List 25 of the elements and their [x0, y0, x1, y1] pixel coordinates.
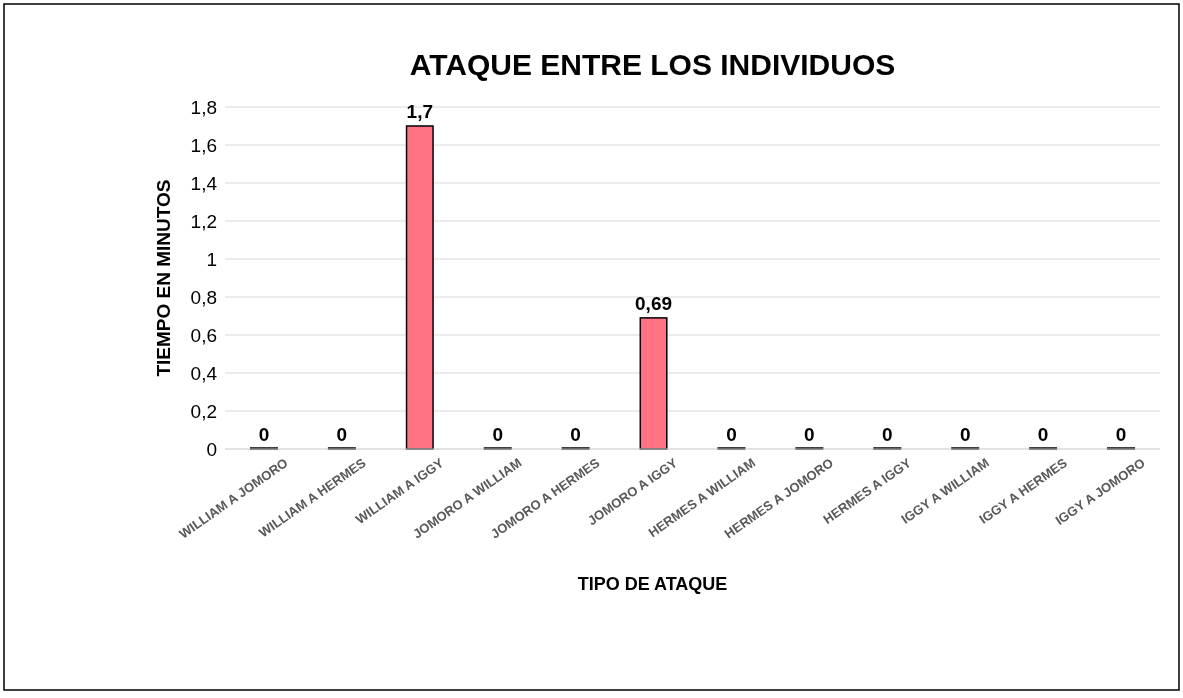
y-tick-label: 1,6: [190, 134, 217, 156]
x-axis-title: TIPO DE ATAQUE: [577, 574, 728, 594]
data-label: 0: [726, 424, 737, 445]
y-axis-title: TIEMPO EN MINUTOS: [153, 179, 174, 377]
data-label: 1,7: [406, 101, 433, 122]
y-tick-label: 0,2: [190, 400, 217, 422]
data-label: 0: [1115, 424, 1127, 445]
chart-title: ATAQUE ENTRE LOS INDIVIDUOS: [409, 48, 896, 81]
data-label: 0: [959, 424, 971, 445]
y-tick-label: 1,4: [190, 172, 218, 194]
y-tick-label: 0,4: [190, 362, 218, 384]
data-label: 0: [492, 424, 503, 445]
data-label: 0: [804, 424, 815, 445]
data-label: 0,69: [635, 292, 673, 314]
data-label: 0: [258, 424, 270, 445]
data-label: 0: [1037, 424, 1049, 445]
data-label: 0: [882, 424, 893, 445]
y-tick-label: 1,8: [190, 96, 217, 118]
y-tick-label: 0,6: [190, 324, 217, 346]
y-tick-label: 0: [206, 438, 217, 460]
y-tick-label: 0,8: [190, 286, 217, 308]
y-tick-label: 1: [206, 248, 217, 270]
data-label: 0: [336, 424, 348, 445]
y-tick-label: 1,2: [190, 210, 217, 232]
data-label: 0: [570, 424, 581, 445]
